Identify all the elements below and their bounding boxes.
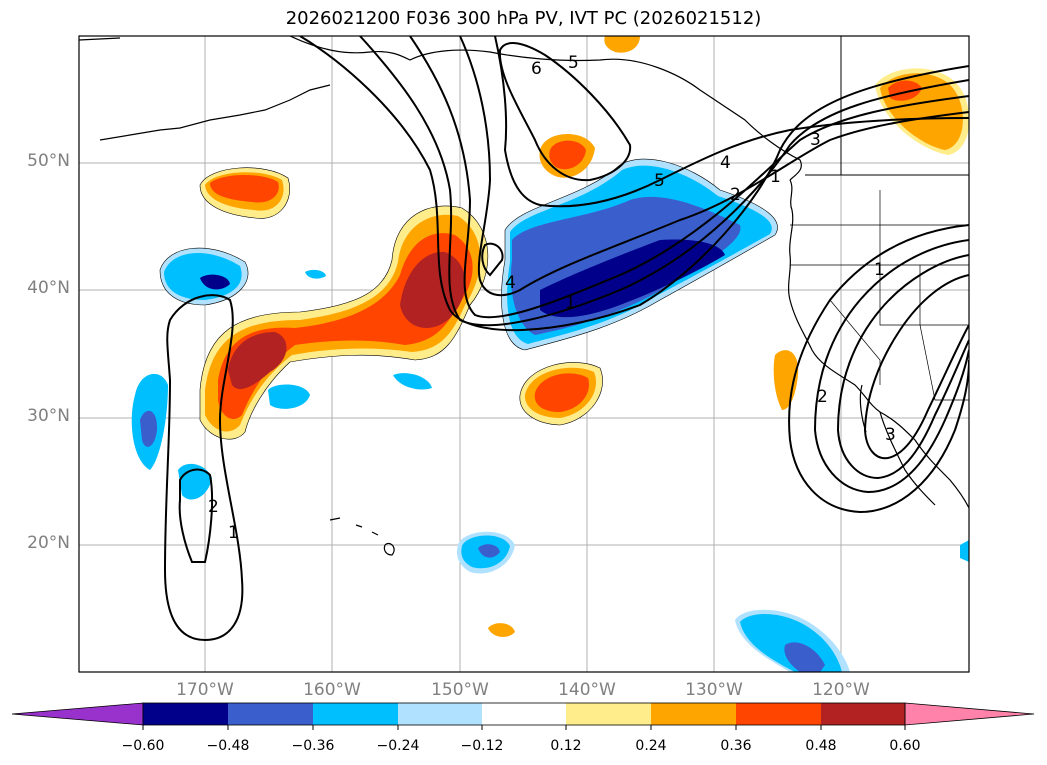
ivt-contour-trough-1 [299, 36, 969, 332]
colorbar-tick-label: −0.12 [460, 738, 504, 754]
contour-label: 6 [531, 59, 542, 79]
ivt-contour-west-1 [163, 294, 244, 642]
lat-label-50n: 50°N [27, 151, 70, 171]
contour-label: 1 [874, 260, 885, 280]
colorbar-tick-label: −0.60 [121, 738, 165, 754]
lon-label-150w: 150°W [431, 680, 489, 700]
contour-label: 1 [770, 167, 781, 187]
coastlines [79, 36, 969, 556]
contour-label: 1 [228, 523, 239, 543]
contour-label: 1 [565, 293, 576, 313]
colorbar-tick-label: 0.36 [720, 738, 752, 754]
contour-label: 3 [885, 425, 896, 445]
lat-label-30n: 30°N [27, 406, 70, 426]
map-title: 2026021200 F036 300 hPa PV, IVT PC (2026… [285, 8, 762, 29]
contour-label: 4 [505, 273, 516, 293]
contour-label: 5 [654, 171, 665, 191]
colorbar-tick-label: −0.24 [376, 738, 420, 754]
contour-label: 3 [810, 130, 821, 150]
colorbar [11, 702, 1035, 730]
colorbar-tick-label: 0.24 [635, 738, 667, 754]
contour-label: 2 [208, 497, 219, 517]
ivt-contour-trough-5 [494, 36, 969, 208]
state-borders [790, 190, 969, 401]
ivt-contours [163, 36, 969, 642]
lon-label-170w: 170°W [176, 680, 234, 700]
contour-label: 5 [568, 53, 579, 73]
ivt-contour-east-2 [813, 239, 969, 494]
lon-label-130w: 130°W [685, 680, 743, 700]
ivt-contour-trough-3 [409, 36, 969, 319]
lat-label-20n: 20°N [27, 533, 70, 553]
ivt-contour-trough-4 [459, 36, 969, 297]
lat-label-40n: 40°N [27, 278, 70, 298]
colorbar-tick-label: 0.60 [889, 738, 921, 754]
ivt-contour-east-4 [863, 274, 969, 460]
colorbar-tick-label: −0.36 [291, 738, 335, 754]
ivt-contour-west-2 [178, 468, 214, 563]
ivt-contour-east-3 [836, 254, 969, 480]
ivt-contour-trough-6 [498, 42, 632, 182]
contour-label-group: 6 5 5 4 4 3 2 1 1 2 1 2 1 3 [208, 53, 896, 543]
lon-label-140w: 140°W [558, 680, 616, 700]
colorbar-tick-label: 0.48 [805, 738, 837, 754]
map-frame [78, 35, 970, 673]
colorbar-tick-label: 0.12 [550, 738, 582, 754]
colorbar-tick-label: −0.48 [206, 738, 250, 754]
ivt-contour-trough-2 [359, 36, 969, 327]
lon-label-120w: 120°W [812, 680, 870, 700]
ivt-contour-east-1 [788, 224, 969, 514]
contour-label: 2 [817, 387, 828, 407]
lon-label-160w: 160°W [303, 680, 361, 700]
contour-label: 4 [720, 153, 731, 173]
contour-label: 2 [730, 185, 741, 205]
